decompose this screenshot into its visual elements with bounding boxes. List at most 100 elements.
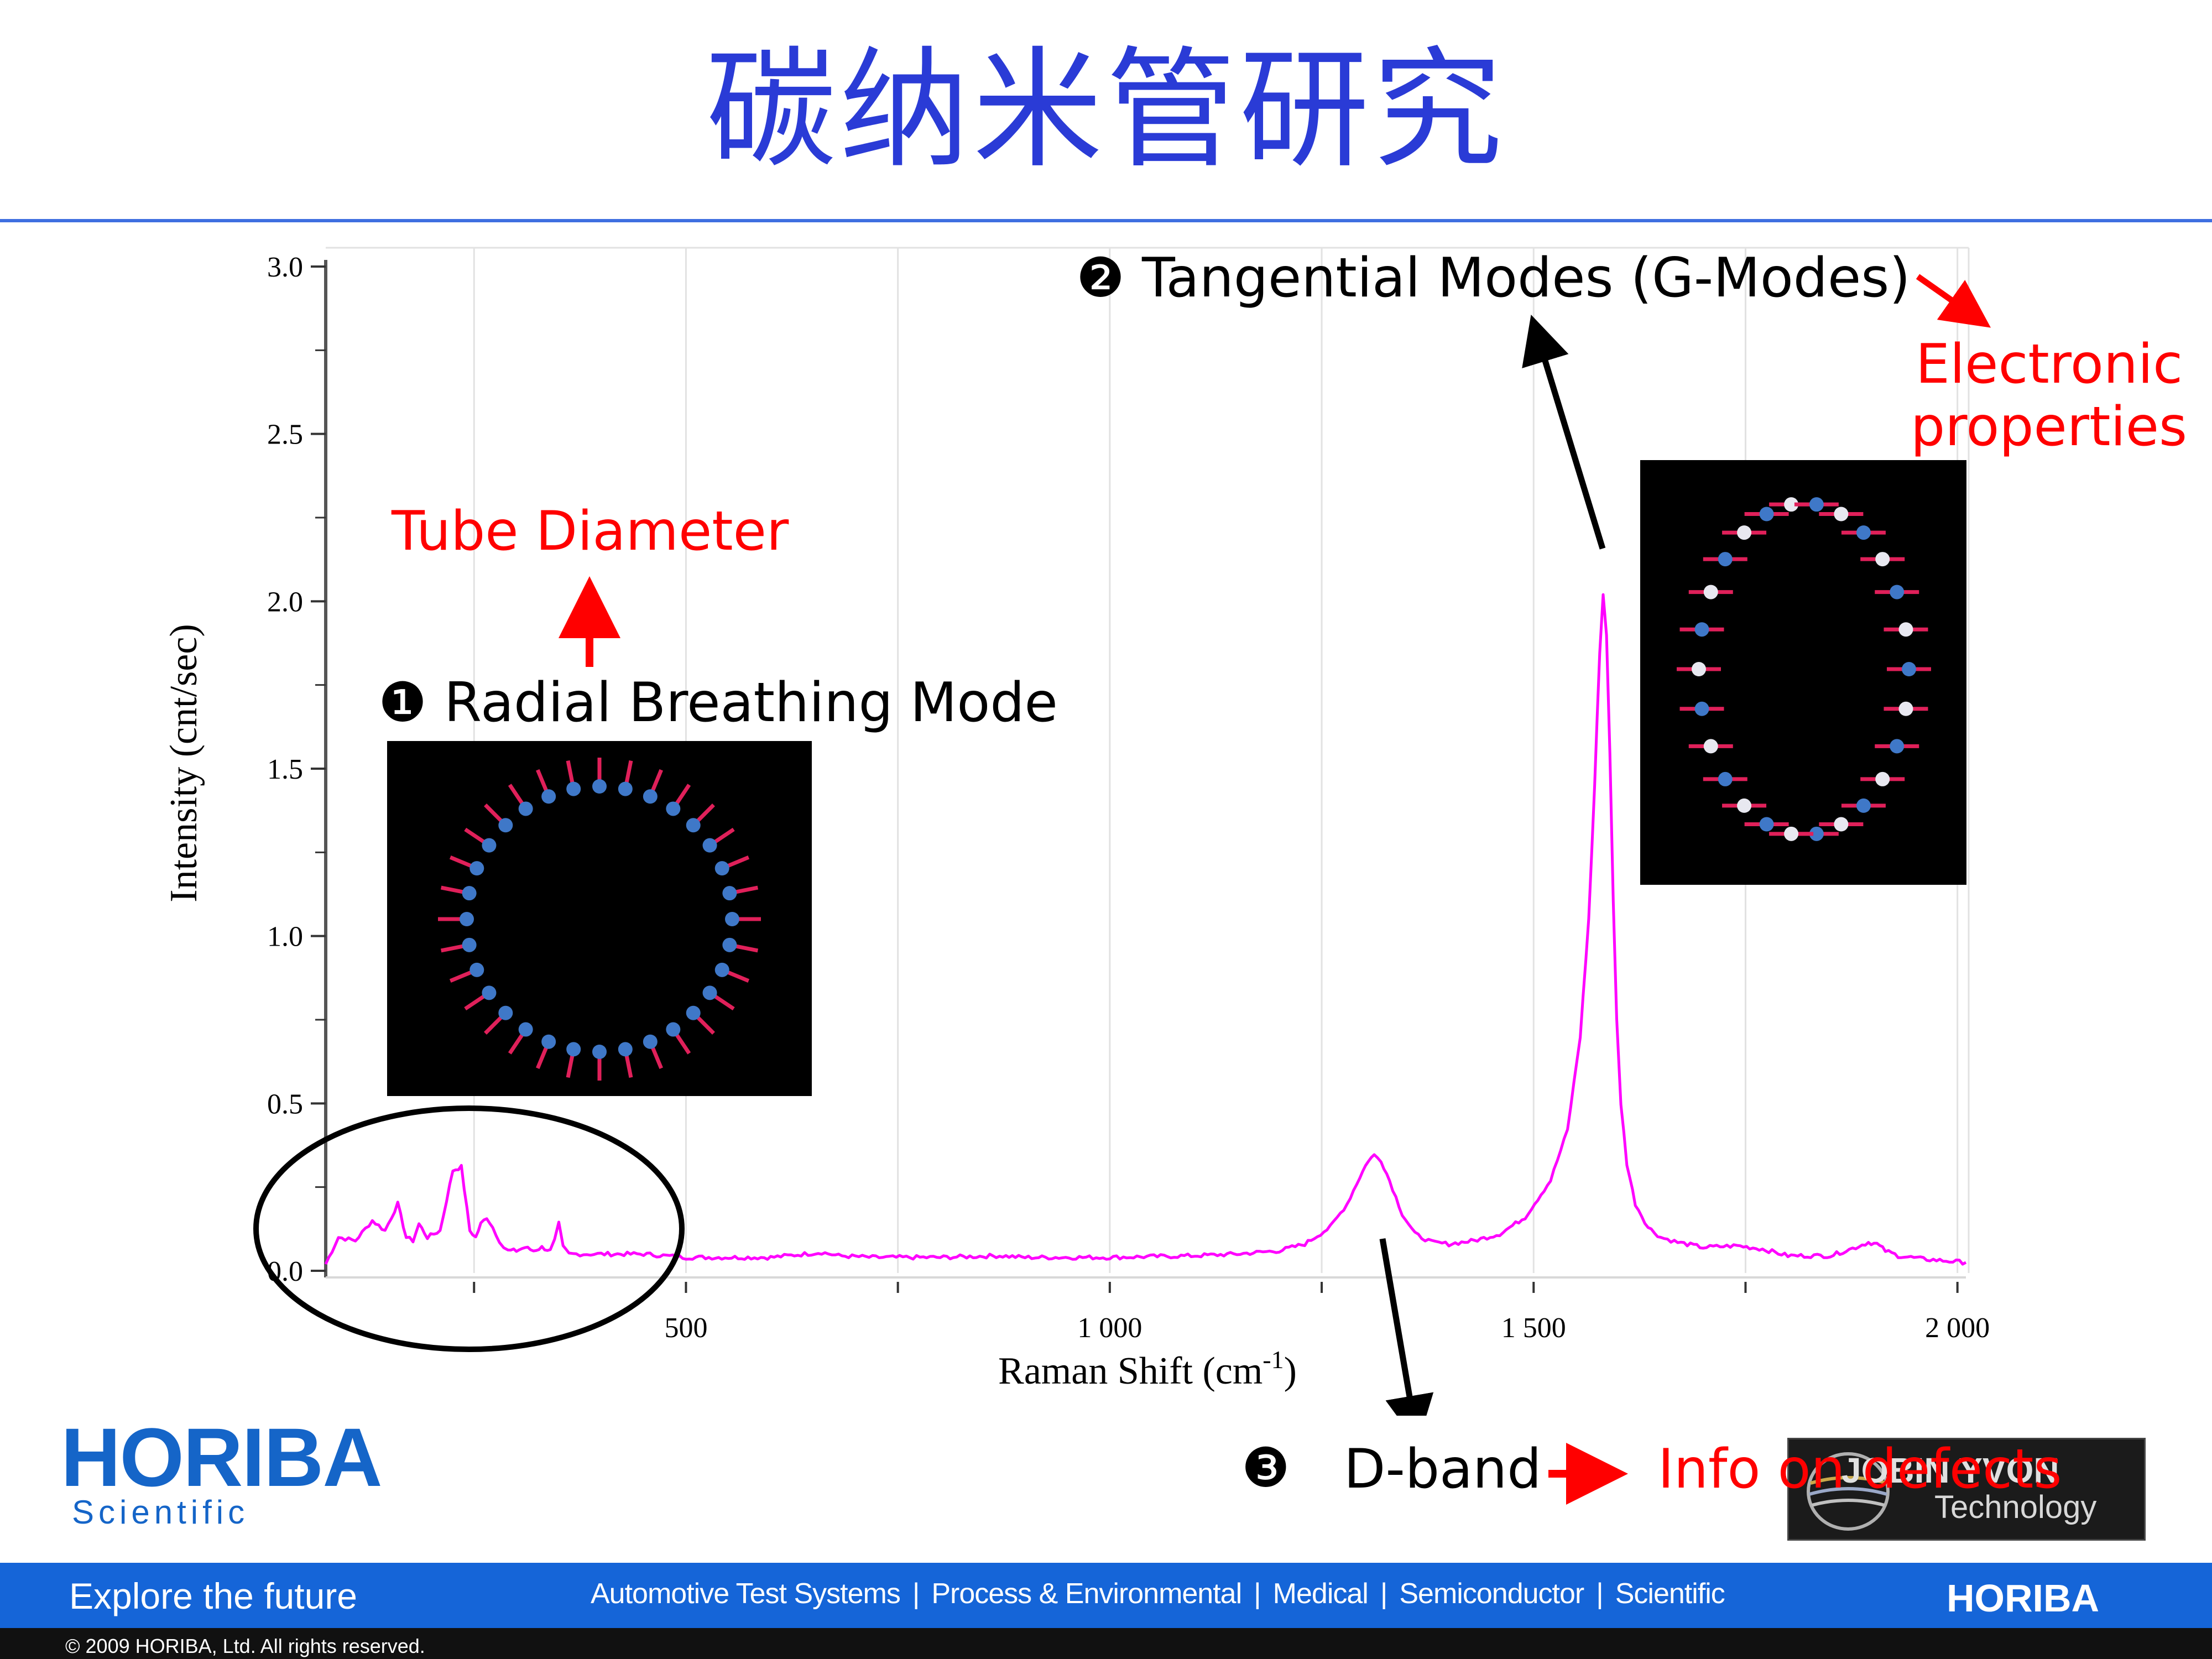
- electronic-label-line2: properties: [1911, 395, 2187, 458]
- g-mode-atom: [1856, 798, 1871, 813]
- x-axis-title: Raman Shift (cm-1): [998, 1345, 1297, 1392]
- title-divider: [0, 219, 2212, 222]
- defects-annotation: Info on defects: [1658, 1438, 2062, 1501]
- footer-horiba-logo: HORIBA: [1947, 1577, 2100, 1620]
- d-band-label: D-band: [1344, 1438, 1541, 1501]
- g-mode-atom: [1890, 739, 1905, 754]
- footer-nav-process[interactable]: Process & Environmental: [931, 1578, 1242, 1610]
- rbm-atom: [566, 781, 581, 796]
- rbm-atom: [482, 985, 497, 1000]
- rbm-atom: [643, 789, 658, 804]
- rbm-atom: [722, 886, 737, 901]
- x-axis-ticks: 500 1 000 1 500 2 000: [473, 1282, 1990, 1344]
- tube-diameter-label: Tube Diameter: [391, 500, 789, 563]
- g-mode-atom: [1902, 662, 1916, 676]
- g-mode-atom: [1875, 552, 1890, 567]
- rbm-atom: [714, 962, 729, 977]
- g-mode-atom: [1694, 622, 1709, 637]
- g-mode-atom: [1759, 507, 1774, 521]
- spectrum-line: [324, 593, 1967, 1266]
- raman-chart: 0.00.51.01.52.02.53.0 500 1 000 1 500 2 000…: [163, 247, 2187, 1416]
- rbm-atom-ring: [438, 758, 761, 1081]
- g-mode-atom: [1875, 771, 1890, 786]
- rbm-atom: [518, 801, 533, 816]
- g-mode-atom: [1759, 817, 1774, 832]
- g-mode-atom: [1856, 525, 1871, 540]
- g-mode-atom: [1809, 497, 1824, 512]
- g-mode-vibration-inset: [1640, 460, 1966, 885]
- rbm-atom: [714, 861, 729, 876]
- rbm-atom: [618, 1042, 633, 1057]
- rbm-atom: [498, 818, 513, 833]
- x-tick-label: 1 500: [1501, 1312, 1566, 1344]
- g-mode-atom: [1703, 739, 1718, 754]
- rbm-atom: [541, 789, 556, 804]
- rbm-region-ellipse: [253, 1105, 685, 1352]
- rbm-atom: [469, 962, 484, 977]
- rbm-atom: [618, 781, 633, 796]
- g-mode-atom: [1694, 701, 1709, 716]
- slide-title: 碳纳米管研究: [706, 35, 1506, 186]
- rbm-atom: [460, 912, 474, 926]
- rbm-atom: [722, 937, 737, 952]
- electronic-arrow: [1916, 274, 1991, 328]
- footer-nav-semiconductor[interactable]: Semiconductor: [1399, 1578, 1584, 1610]
- d-band-arrow: [1379, 1238, 1434, 1416]
- x-tick-label: 1 000: [1077, 1312, 1142, 1344]
- rbm-atom: [686, 1005, 701, 1020]
- footer-nav-scientific[interactable]: Scientific: [1615, 1578, 1725, 1610]
- footer-nav: Automotive Test Systems | Process & Enviro…: [591, 1577, 1725, 1610]
- g-mode-atom: [1737, 525, 1752, 540]
- footer-nav-separator: |: [1596, 1578, 1603, 1610]
- rbm-atom: [592, 1045, 607, 1059]
- jobin-yvon-technology: Technology: [1934, 1489, 2097, 1525]
- footer-nav-medical[interactable]: Medical: [1272, 1578, 1369, 1610]
- y-tick-label: 2.0: [267, 586, 303, 618]
- g-mode-atom: [1898, 701, 1913, 716]
- y-tick-label: 1.0: [267, 921, 303, 953]
- horiba-scientific-text: Scientific: [72, 1494, 249, 1531]
- copyright-text: © 2009 HORIBA, Ltd. All rights reserved.: [65, 1635, 425, 1657]
- rbm-atom: [702, 838, 717, 853]
- g-mode-atom: [1890, 585, 1905, 599]
- g-mode-atom: [1703, 585, 1718, 599]
- rbm-atom: [702, 985, 717, 1000]
- copyright-bar: [0, 1628, 2212, 1659]
- rbm-atom: [725, 912, 739, 926]
- footer-bar: [0, 1563, 2212, 1628]
- rbm-atom: [482, 838, 497, 853]
- rbm-atom: [498, 1005, 513, 1020]
- g-mode-atom-ring: [1677, 497, 1931, 841]
- footer-nav-automotive[interactable]: Automotive Test Systems: [591, 1578, 901, 1610]
- g-mode-atom: [1898, 622, 1913, 637]
- footer-nav-separator: |: [912, 1578, 920, 1610]
- g-mode-atom: [1718, 552, 1733, 567]
- rbm-atom: [462, 937, 477, 952]
- rbm-atom: [566, 1042, 581, 1057]
- defects-label: Info on defects: [1658, 1438, 2062, 1501]
- x-tick-label: 500: [664, 1312, 707, 1344]
- rbm-atom: [643, 1034, 658, 1049]
- rbm-atom: [686, 818, 701, 833]
- y-axis-ticks: 0.00.51.01.52.02.53.0: [267, 252, 326, 1287]
- rbm-atom: [666, 1022, 681, 1037]
- g-mode-atom: [1784, 497, 1799, 512]
- g-modes-label: ❷ Tangential Modes (G-Modes): [1076, 247, 1911, 310]
- jobin-yvon-globe-icon: [1807, 1452, 1890, 1531]
- g-mode-atom: [1718, 771, 1733, 786]
- g-mode-atom: [1809, 826, 1824, 841]
- g-mode-atom: [1784, 826, 1799, 841]
- rbm-atom: [462, 886, 477, 901]
- rbm-atom: [666, 801, 681, 816]
- electronic-label-line1: Electronic: [1916, 333, 2183, 396]
- x-tick-label: 2 000: [1925, 1312, 1990, 1344]
- g-mode-atom: [1834, 817, 1849, 832]
- rbm-label: ❶ Radial Breathing Mode: [378, 671, 1058, 734]
- y-tick-label: 3.0: [267, 252, 303, 283]
- rbm-atom: [518, 1022, 533, 1037]
- footer-nav-separator: |: [1380, 1578, 1387, 1610]
- g-modes-arrow: [1522, 314, 1606, 550]
- rbm-atom: [592, 779, 607, 794]
- y-tick-label: 2.5: [267, 419, 303, 451]
- rbm-atom: [541, 1034, 556, 1049]
